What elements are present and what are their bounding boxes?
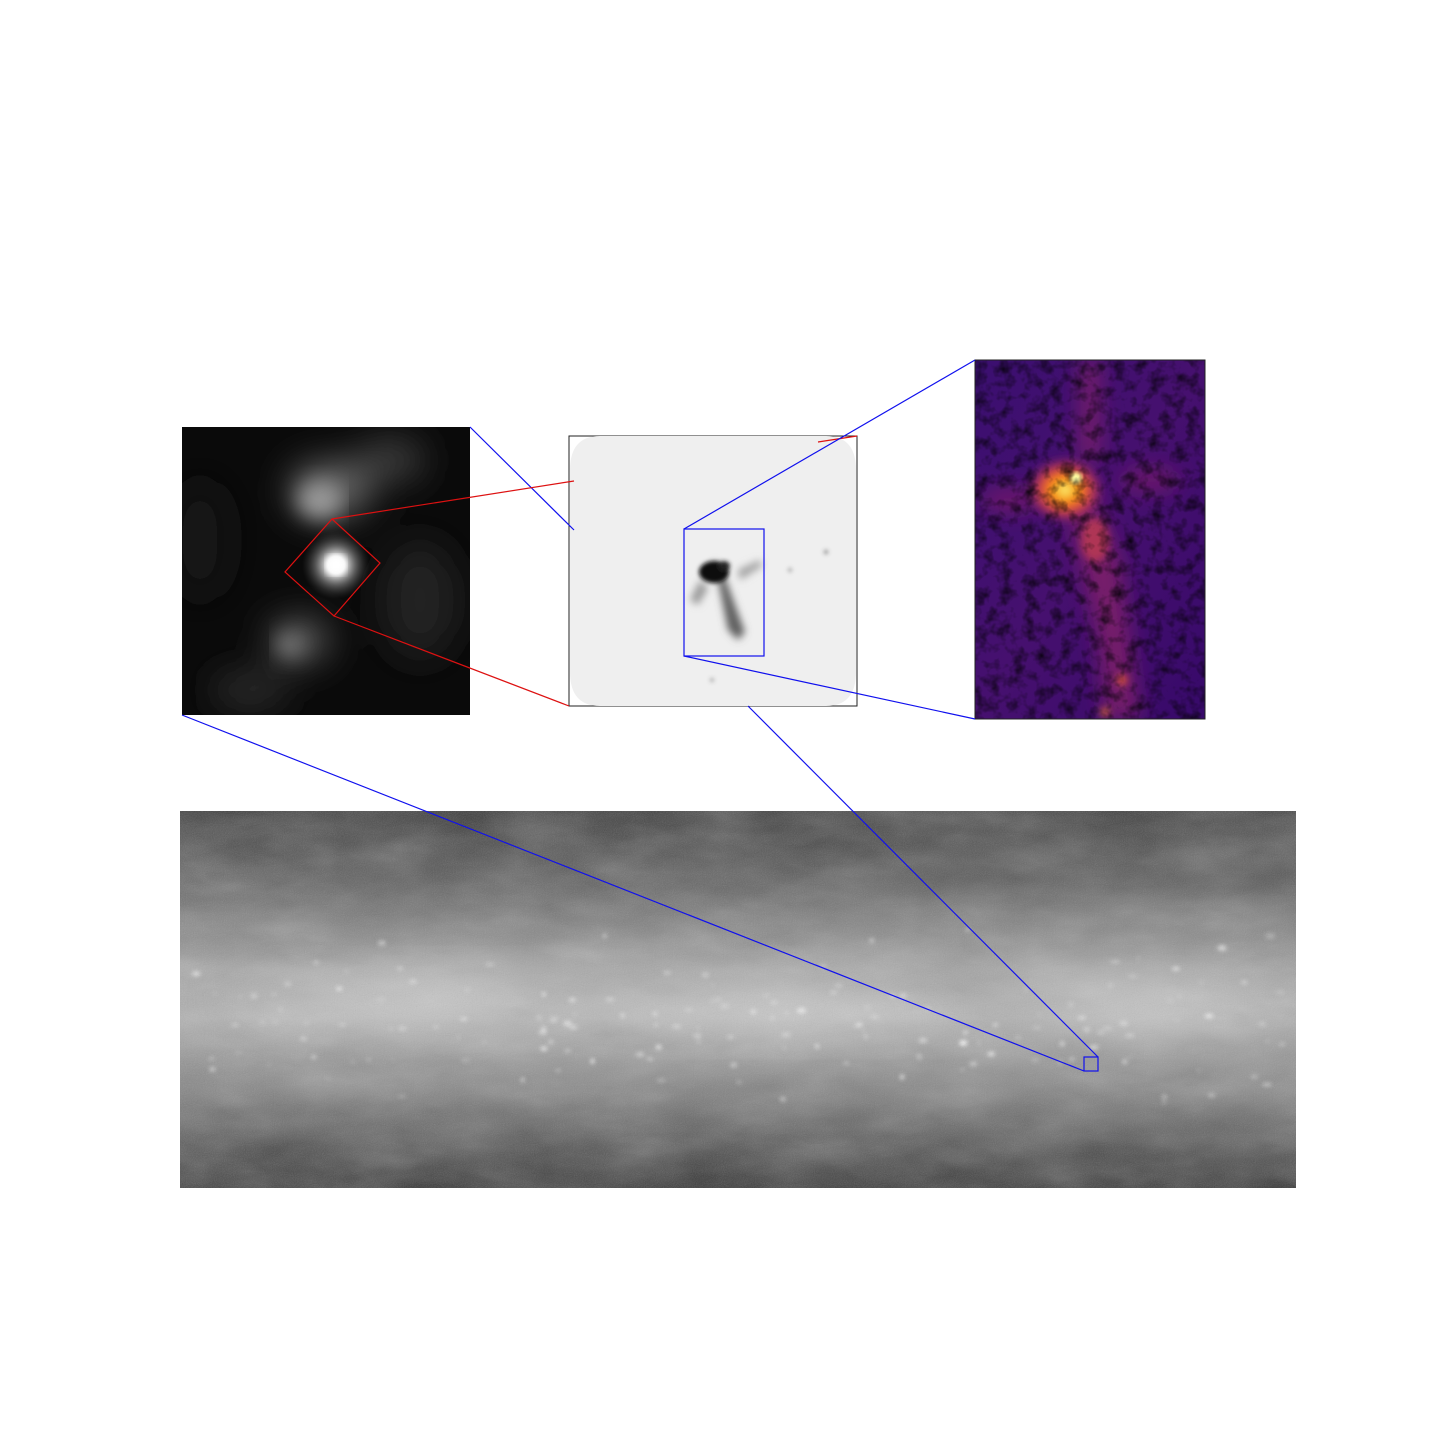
- survey-strip-panel: [180, 811, 1296, 1188]
- zoom-connectors: [181, 359, 1099, 1072]
- survey-zoom-box: [1083, 1056, 1099, 1072]
- zoom-inferno-frame: [974, 359, 1206, 720]
- inverted-zoom-box: [683, 528, 765, 657]
- zoom-inferno-panel: [975, 360, 1205, 719]
- zoom-inverted-panel: [568, 435, 858, 707]
- zoom-grayscale-panel: [182, 427, 470, 715]
